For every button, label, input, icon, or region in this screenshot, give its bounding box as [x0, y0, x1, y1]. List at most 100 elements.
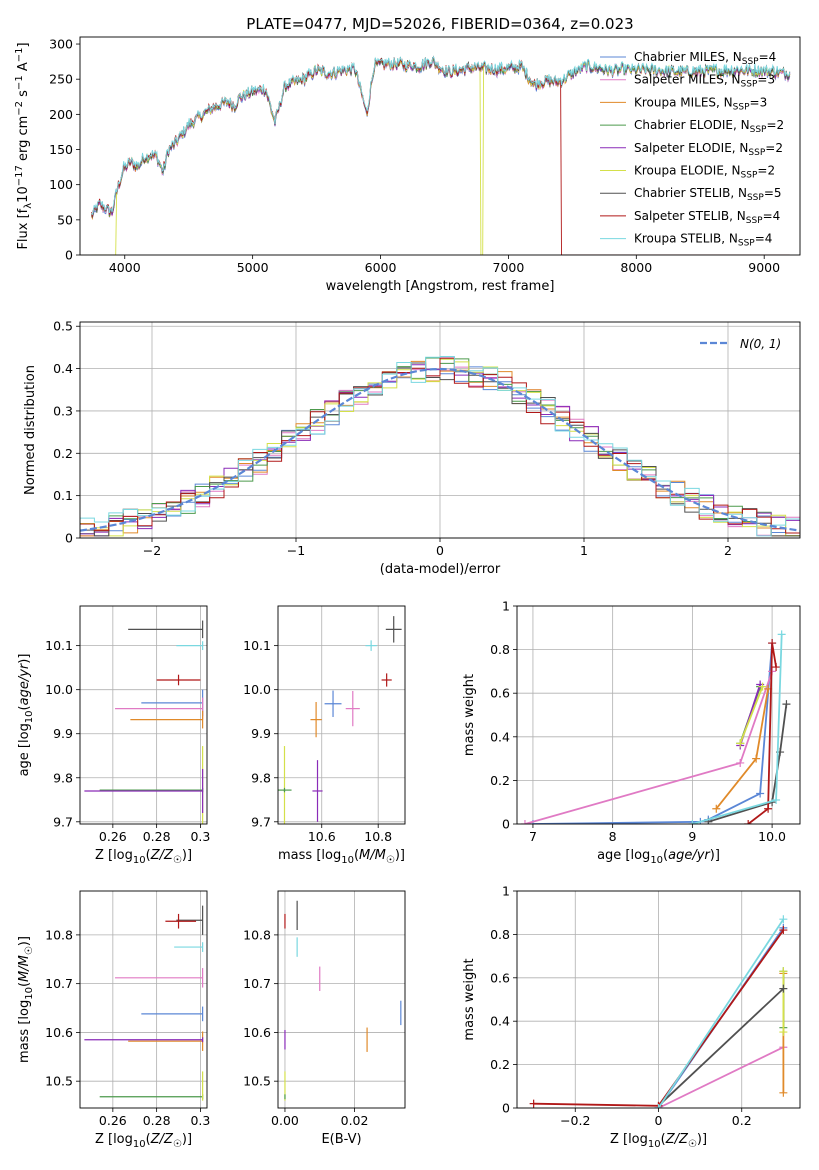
- x-tick-label: 0.3: [190, 1113, 210, 1128]
- x-tick-label: 0.3: [190, 829, 210, 844]
- y-tick-label: 9.8: [53, 770, 73, 785]
- legend-tail: =3: [750, 95, 768, 109]
- legend-sub: SSP: [747, 193, 764, 203]
- label-part: mass weight: [462, 674, 477, 756]
- spectrum-line: [91, 58, 791, 255]
- x-tick-label: 10.6: [308, 829, 336, 844]
- mass-weight-line: [739, 686, 764, 744]
- chart-age_vs_Z: 0.26 0.28 0.39.79.89.910.010.1Z [log10(Z/Z…: [17, 605, 210, 866]
- label-part: 10: [133, 1139, 146, 1150]
- legend-text: Salpeter ELODIE, N: [634, 141, 748, 155]
- data-marker: [520, 820, 529, 824]
- y-tick-label: 0.5: [53, 319, 73, 334]
- y-tick-label: 0: [502, 1101, 510, 1116]
- label-part: Z/Z: [150, 1132, 174, 1147]
- y-tick-label: 150: [49, 142, 73, 157]
- x-axis-label: wavelength [Angstrom, rest frame]: [326, 279, 555, 294]
- y-tick-label: 1: [502, 884, 510, 899]
- y-tick-label: 0.2: [53, 446, 73, 461]
- legend-sub: SSP: [748, 148, 765, 158]
- y-tick-label: 10.0: [45, 682, 73, 697]
- legend-tail: =5: [764, 186, 782, 200]
- label-part: age/yr: [17, 662, 32, 705]
- plot-area: [84, 905, 204, 1101]
- x-tick-label: 0.02: [341, 1113, 369, 1128]
- y-tick-label: 0.4: [53, 361, 73, 376]
- data-marker: [782, 700, 791, 709]
- mass-weight-line: [747, 642, 777, 824]
- y-tick-label: 0: [65, 248, 73, 263]
- y-tick-label: 0: [65, 531, 73, 546]
- data-marker: [779, 915, 788, 924]
- label-part: )]: [697, 1132, 707, 1147]
- label-part: ☉: [688, 1139, 697, 1150]
- chart-mass_weight_vs_Z: −0.2 0 0.2 0 0.2 0.4 0.6 0.8 1 Z [log10(Z/Z☉)] mas…: [462, 884, 801, 1150]
- x-axis-label: Z [log10(Z/Z☉)]: [610, 1132, 707, 1150]
- data-marker: [779, 967, 788, 976]
- label-part: 10: [650, 855, 663, 866]
- label-part: mass [log: [278, 848, 341, 863]
- x-tick-label: −0.2: [560, 1113, 590, 1128]
- y-tick-label: 0.1: [53, 488, 73, 503]
- x-tick-label: 0: [655, 1113, 663, 1128]
- data-marker: [779, 926, 788, 935]
- spectrum-line: [91, 55, 790, 255]
- label-part: ☉: [173, 855, 182, 866]
- axes-frame: [79, 36, 801, 256]
- y-tick-label: 9.9: [53, 726, 73, 741]
- legend-sub: SSP: [746, 216, 763, 226]
- label-part: Z/Z: [150, 848, 174, 863]
- label-part: ☉: [386, 855, 395, 866]
- label-part: age [log: [597, 848, 650, 863]
- data-marker: [736, 739, 745, 748]
- chart-residual_hist: −2 −1 0 1 2 0 0.1 0.2 0.3 0.4 0.5 (data-model)/erro…: [23, 319, 801, 577]
- axes-frame: [277, 605, 406, 825]
- axes-frame: [79, 605, 208, 825]
- x-tick-label: 7000: [493, 260, 525, 275]
- legend-label: Salpeter ELODIE, NSSP=2: [634, 141, 783, 158]
- y-tick-label: 0.2: [490, 773, 510, 788]
- data-marker: [744, 820, 753, 824]
- chart-mass_vs_Z: 0.26 0.28 0.310.510.610.710.8Z [log10(Z/Z☉…: [17, 890, 210, 1150]
- data-marker: [688, 820, 697, 824]
- y-tick-label: 10.5: [45, 1074, 73, 1089]
- label-part: erg cm: [16, 116, 31, 165]
- x-axis-label: mass [log10(M/M☉)]: [278, 848, 405, 866]
- label-part: A: [16, 62, 31, 75]
- legend-sub: SSP: [738, 239, 755, 249]
- x-axis-label: (data-model)/error: [380, 562, 501, 577]
- label-part: −2: [14, 101, 25, 116]
- y-axis-label: mass weight: [462, 674, 477, 756]
- legend-label: Chabrier ELODIE, NSSP=2: [634, 118, 784, 135]
- y-tick-label: 0: [502, 817, 510, 832]
- data-marker: [764, 804, 773, 813]
- data-marker: [756, 789, 765, 798]
- label-part: mass weight: [462, 958, 477, 1040]
- y-tick-label: 10.7: [45, 976, 73, 991]
- legend-tail: =4: [763, 209, 781, 223]
- x-tick-label: −2: [143, 543, 161, 558]
- legend-label: Chabrier STELIB, NSSP=5: [634, 186, 782, 203]
- data-marker: [779, 1028, 788, 1037]
- axes-frame: [79, 321, 801, 539]
- plot-area: [278, 616, 402, 824]
- label-part: (: [146, 848, 151, 863]
- x-tick-label: 0: [436, 543, 444, 558]
- x-tick-label: 0.28: [143, 1113, 171, 1128]
- legend-tail: =4: [759, 50, 777, 64]
- plot-area: [284, 900, 402, 1101]
- y-tick-label: 0.2: [490, 1057, 510, 1072]
- x-tick-label: 0.00: [271, 1113, 299, 1128]
- y-tick-label: 9.7: [251, 814, 271, 829]
- data-marker: [736, 758, 745, 767]
- y-tick-label: 1: [502, 599, 510, 614]
- legend-text: Salpeter MILES, N: [634, 73, 741, 87]
- plot-area: [80, 356, 800, 537]
- label-part: )]: [17, 654, 32, 664]
- label-part: (: [17, 982, 32, 987]
- y-tick-label: 0.6: [490, 686, 510, 701]
- legend-tail: =2: [766, 118, 784, 132]
- label-part: ]: [16, 42, 31, 47]
